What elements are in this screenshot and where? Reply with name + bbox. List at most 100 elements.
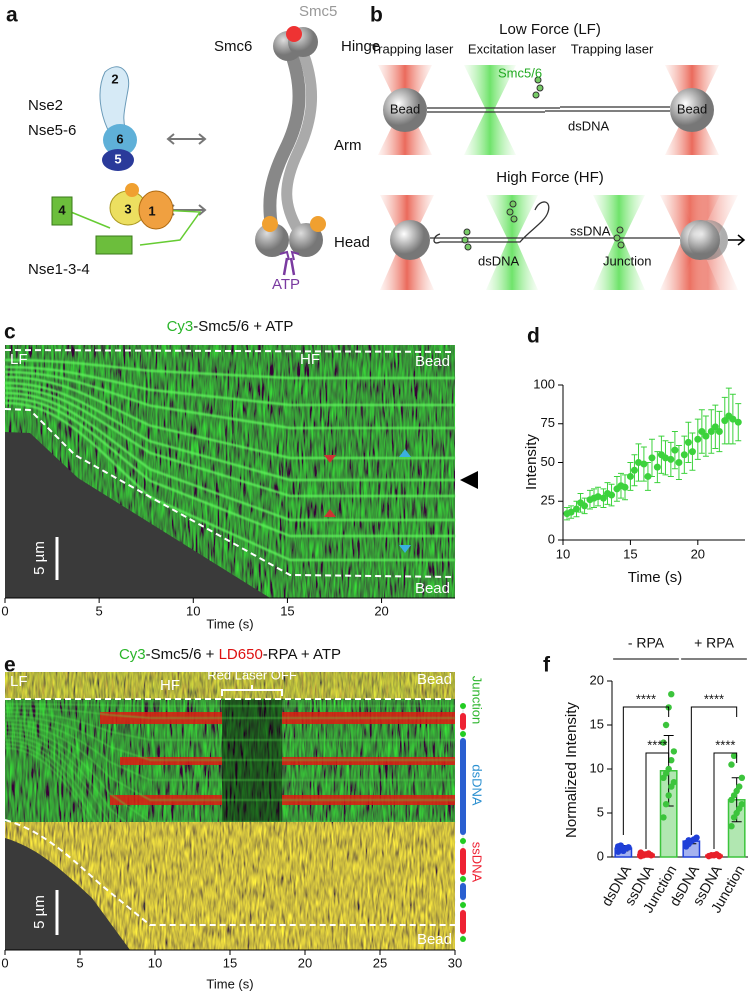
point bbox=[734, 418, 742, 426]
y-axis-label: Intensity bbox=[523, 434, 540, 490]
point bbox=[594, 493, 602, 501]
panel-label: b bbox=[370, 4, 383, 27]
track-label: dsDNA bbox=[470, 764, 485, 806]
label: dsDNA bbox=[478, 253, 520, 268]
label: LF bbox=[10, 673, 28, 690]
significance-label: **** bbox=[715, 737, 735, 752]
x-tick-label: 0 bbox=[1, 603, 8, 618]
label: Nse2 bbox=[28, 97, 63, 114]
subunit: 2 bbox=[111, 71, 118, 86]
point bbox=[662, 721, 670, 729]
point bbox=[729, 415, 737, 423]
kymo-trace bbox=[4, 743, 455, 901]
point bbox=[670, 779, 678, 786]
kymograph-c bbox=[4, 345, 478, 599]
kymo-red-band bbox=[120, 757, 222, 765]
point bbox=[665, 792, 672, 799]
scale-bar-label: 5 µm bbox=[31, 895, 48, 929]
subunit: 5 bbox=[114, 151, 121, 166]
x-tick-label: 15 bbox=[223, 955, 237, 970]
point bbox=[653, 463, 661, 471]
label: Bead bbox=[390, 101, 420, 116]
y-tick-label: 20 bbox=[590, 672, 604, 687]
significance-bracket bbox=[645, 752, 670, 849]
x-axis-label: Time (s) bbox=[206, 616, 253, 631]
point bbox=[668, 757, 675, 764]
point bbox=[738, 774, 746, 781]
point bbox=[634, 459, 642, 466]
kymo-red-band bbox=[282, 757, 455, 765]
label: Smc5 bbox=[299, 3, 337, 20]
title-part: -RPA + ATP bbox=[263, 646, 341, 663]
kymograph-e bbox=[4, 672, 466, 951]
label: ssDNA bbox=[570, 223, 611, 238]
title-part: LD650 bbox=[219, 646, 263, 663]
significance-label: **** bbox=[647, 737, 667, 752]
x-tick-label: 20 bbox=[298, 955, 312, 970]
y-tick-label: 25 bbox=[541, 493, 555, 508]
y-tick-label: 100 bbox=[533, 376, 555, 391]
x-axis-label: Time (s) bbox=[628, 569, 682, 586]
point bbox=[626, 472, 634, 480]
panel-label: d bbox=[527, 325, 540, 348]
significance-bracket bbox=[690, 706, 738, 835]
kymo-trace bbox=[4, 391, 455, 522]
x-tick-label: 10 bbox=[148, 955, 162, 970]
point bbox=[662, 801, 670, 808]
significance-bracket bbox=[622, 706, 670, 835]
x-tick-label: 15 bbox=[623, 546, 637, 561]
label: Head bbox=[334, 234, 370, 251]
point bbox=[608, 491, 616, 499]
kymo-trace bbox=[4, 711, 455, 741]
kymo-trace bbox=[4, 365, 455, 407]
label: Smc5/6 bbox=[498, 65, 542, 80]
kymo-trace bbox=[4, 735, 455, 861]
point bbox=[661, 454, 669, 462]
subunit: 4 bbox=[58, 202, 66, 217]
y-axis-label: Normalized Intensity bbox=[563, 702, 580, 838]
label: Hinge bbox=[341, 38, 380, 55]
label: Low Force (LF) bbox=[499, 21, 601, 38]
label: Arm bbox=[334, 137, 362, 154]
y-tick-label: 75 bbox=[541, 415, 555, 430]
point bbox=[738, 801, 746, 808]
point bbox=[622, 845, 630, 852]
kymo-trace bbox=[4, 703, 455, 707]
x-tick-label: 10 bbox=[556, 546, 570, 561]
label: Bead bbox=[417, 931, 452, 948]
kymo-trace bbox=[4, 715, 455, 761]
x-axis-label: Time (s) bbox=[206, 976, 253, 991]
group-label: - RPA bbox=[628, 635, 665, 651]
panel-label: e bbox=[4, 654, 16, 677]
point bbox=[721, 417, 729, 425]
track-label: Junction bbox=[470, 676, 485, 724]
label: HF bbox=[300, 351, 320, 368]
label: Red Laser OFF bbox=[207, 667, 297, 682]
label: Smc6 bbox=[214, 38, 252, 55]
point bbox=[630, 466, 638, 474]
y-tick-label: 0 bbox=[548, 531, 555, 546]
point bbox=[621, 483, 629, 491]
kymo-trace bbox=[4, 375, 455, 460]
point bbox=[728, 761, 735, 768]
point bbox=[617, 842, 624, 849]
x-tick-label: 20 bbox=[691, 546, 705, 561]
point bbox=[684, 438, 692, 446]
point bbox=[711, 423, 719, 431]
title-part: Cy3 bbox=[119, 646, 146, 663]
y-tick-label: 50 bbox=[541, 454, 555, 469]
label: Trapping laser bbox=[571, 41, 654, 56]
label: Nse5-6 bbox=[28, 122, 76, 139]
title-part: -Smc5/6 + bbox=[146, 646, 219, 663]
kymo-trace bbox=[4, 386, 455, 498]
point bbox=[648, 852, 655, 859]
x-tick-label: 10 bbox=[186, 603, 200, 618]
point bbox=[693, 834, 700, 841]
label: dsDNA bbox=[568, 118, 610, 133]
subunit: 3 bbox=[124, 201, 131, 216]
point bbox=[716, 852, 723, 860]
label: LF bbox=[10, 351, 28, 368]
y-tick-label: 5 bbox=[597, 804, 604, 819]
kymo-red-band bbox=[115, 903, 222, 923]
